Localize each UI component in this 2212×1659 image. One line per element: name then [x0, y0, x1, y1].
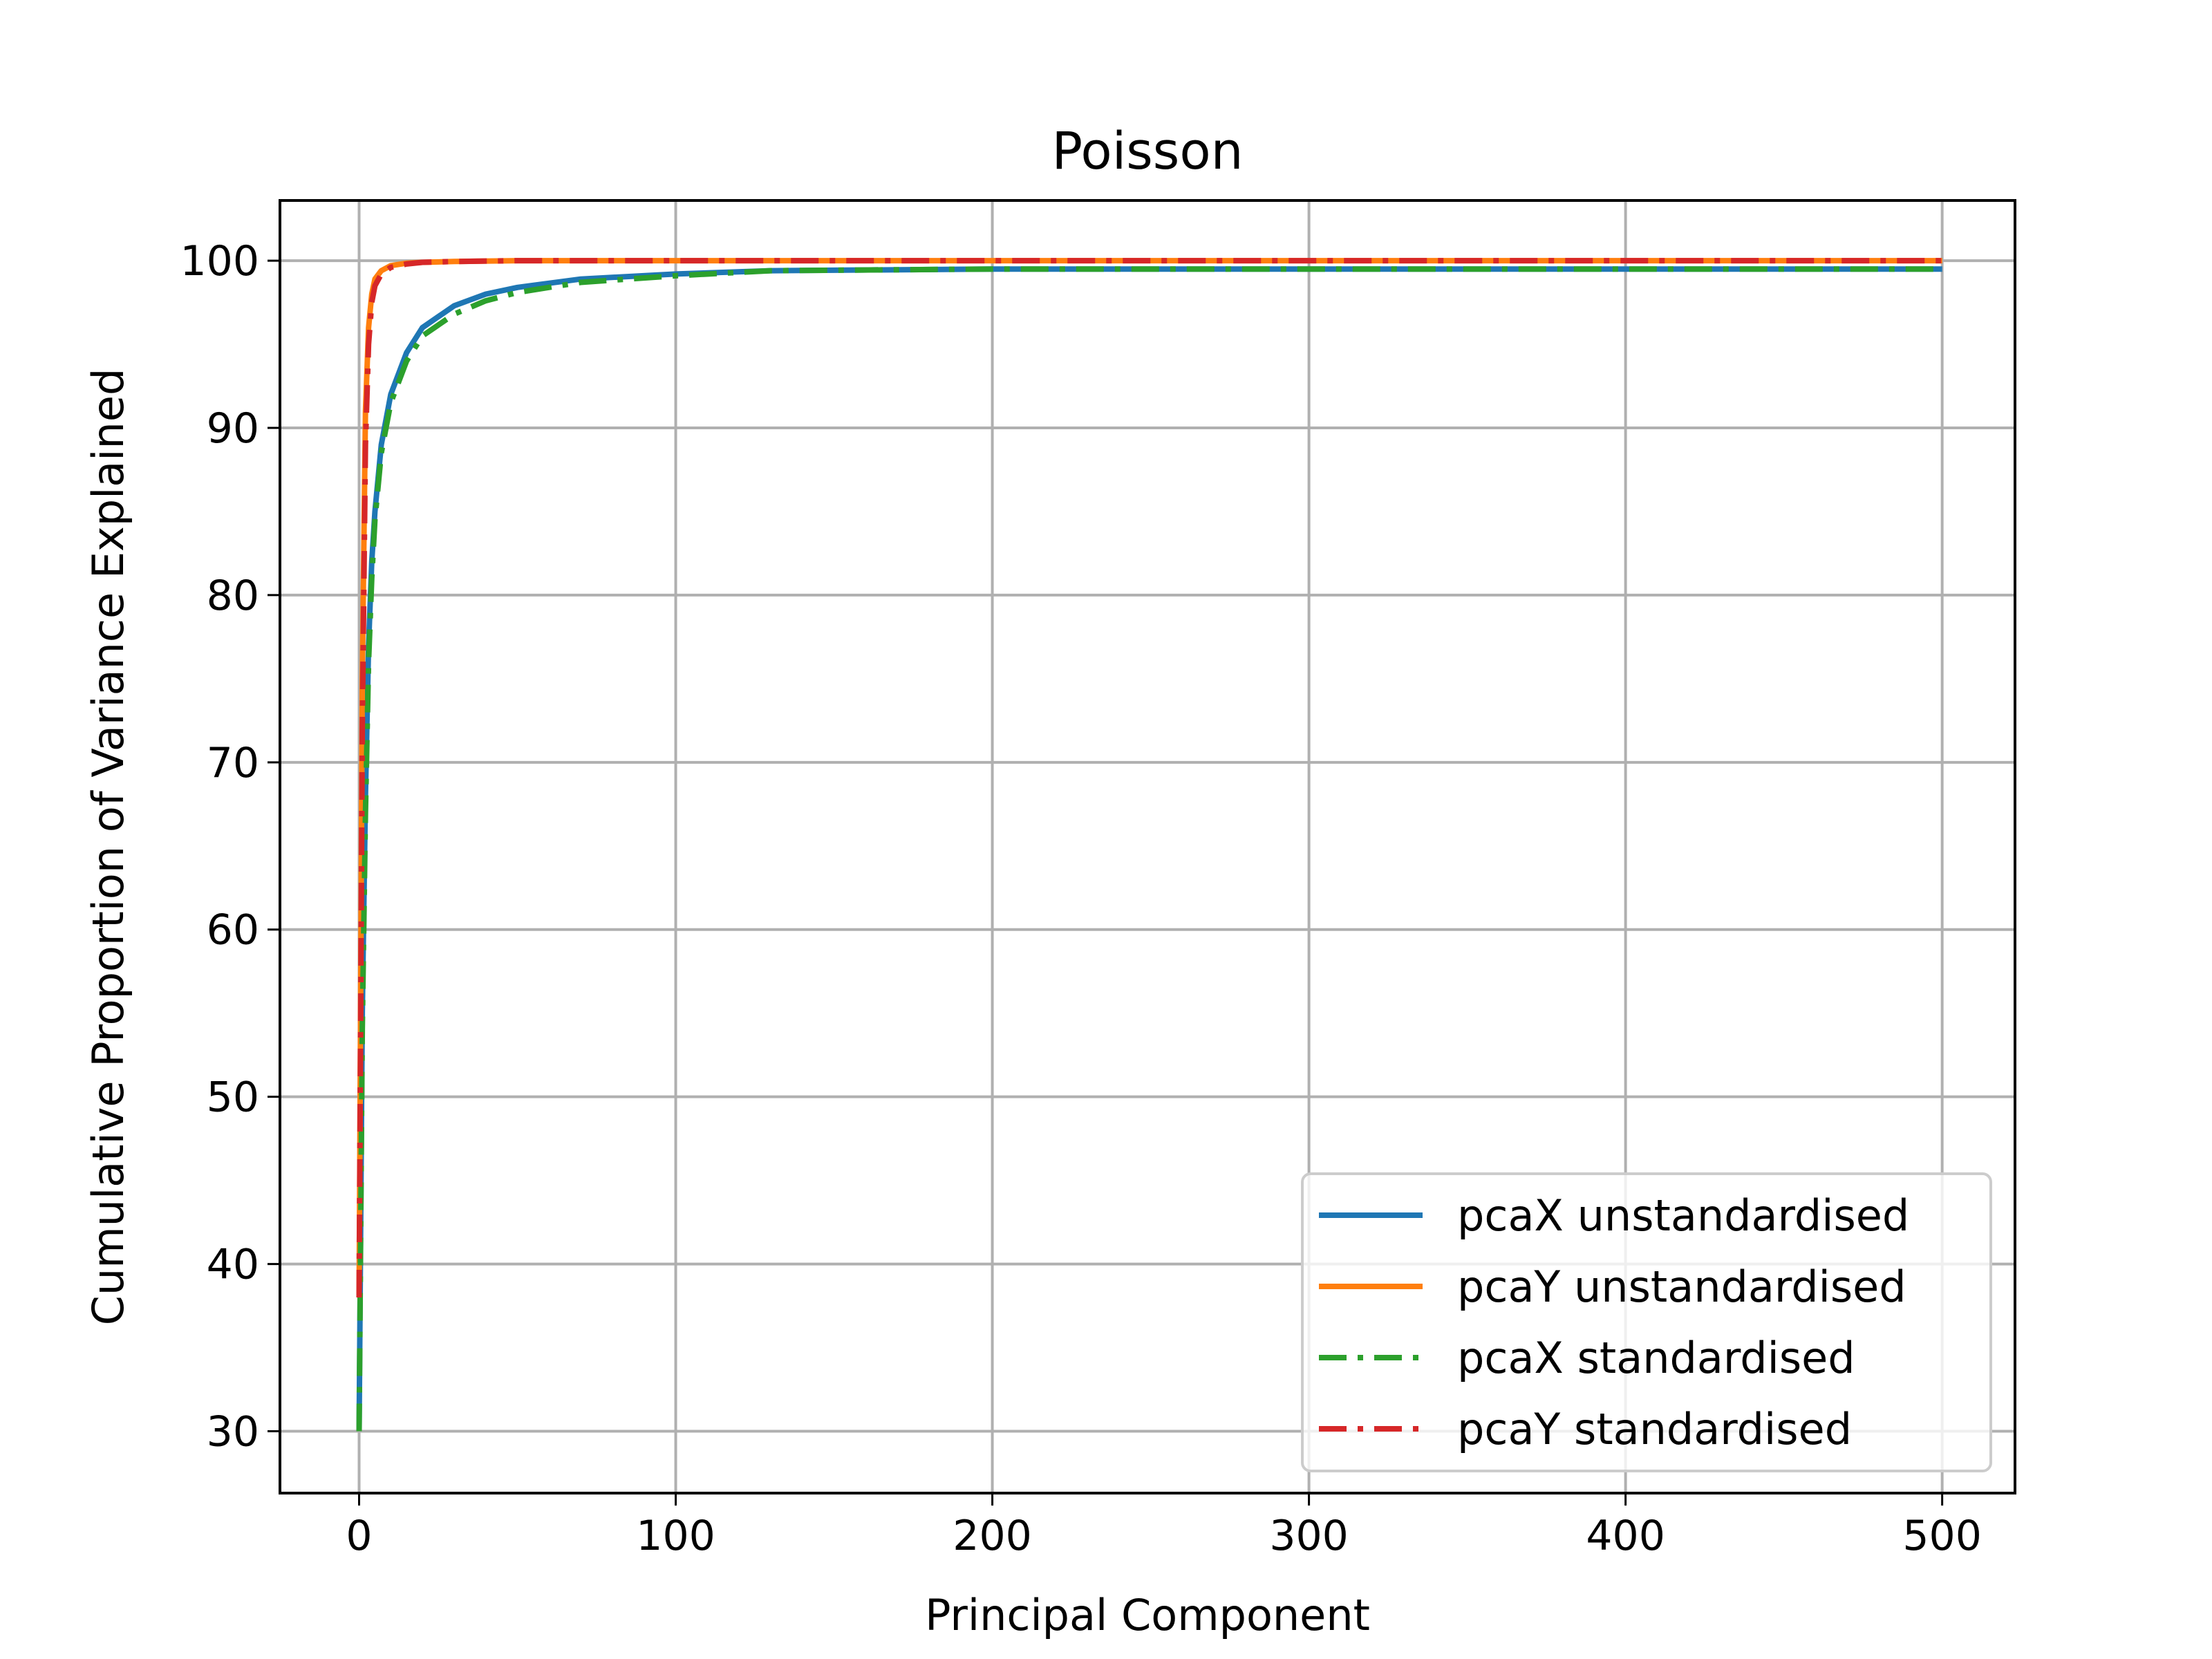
chart-title: Poisson [1051, 122, 1243, 181]
x-tick-label: 200 [953, 1512, 1032, 1560]
series-layer [356, 258, 1942, 1432]
y-tick-label: 60 [207, 906, 259, 955]
y-tick-label: 100 [180, 237, 259, 285]
x-axis: 0 100 200 300 400 500 [346, 1493, 1982, 1560]
legend: pcaX unstandardised pcaY unstandardised pc… [1301, 1172, 1992, 1472]
y-axis: 30 40 50 60 70 80 90 100 [180, 237, 280, 1456]
y-tick-label: 30 [207, 1407, 259, 1456]
series-line-3 [356, 266, 1942, 1432]
y-tick-label: 70 [207, 739, 259, 787]
x-tick-label: 100 [636, 1512, 715, 1560]
y-tick-label: 80 [207, 572, 259, 620]
y-tick-label: 40 [207, 1241, 259, 1289]
legend-label: pcaY unstandardised [1457, 1262, 1906, 1312]
x-tick-label: 500 [1902, 1512, 1982, 1560]
y-tick-label: 90 [207, 404, 259, 453]
legend-box [1301, 1172, 1992, 1472]
legend-label: pcaX unstandardised [1457, 1190, 1909, 1241]
legend-label: pcaX standardised [1457, 1333, 1855, 1383]
x-tick-label: 400 [1586, 1512, 1665, 1560]
x-axis-title: Principal Component [925, 1590, 1370, 1640]
x-tick-label: 0 [346, 1512, 372, 1560]
series-line-4 [356, 258, 1942, 1298]
x-tick-label: 300 [1269, 1512, 1349, 1560]
y-axis-title: Cumulative Proportion of Variance Explai… [83, 368, 133, 1326]
plot-frame [279, 199, 2016, 1494]
y-tick-label: 50 [207, 1074, 259, 1122]
legend-label: pcaY standardised [1457, 1404, 1852, 1454]
